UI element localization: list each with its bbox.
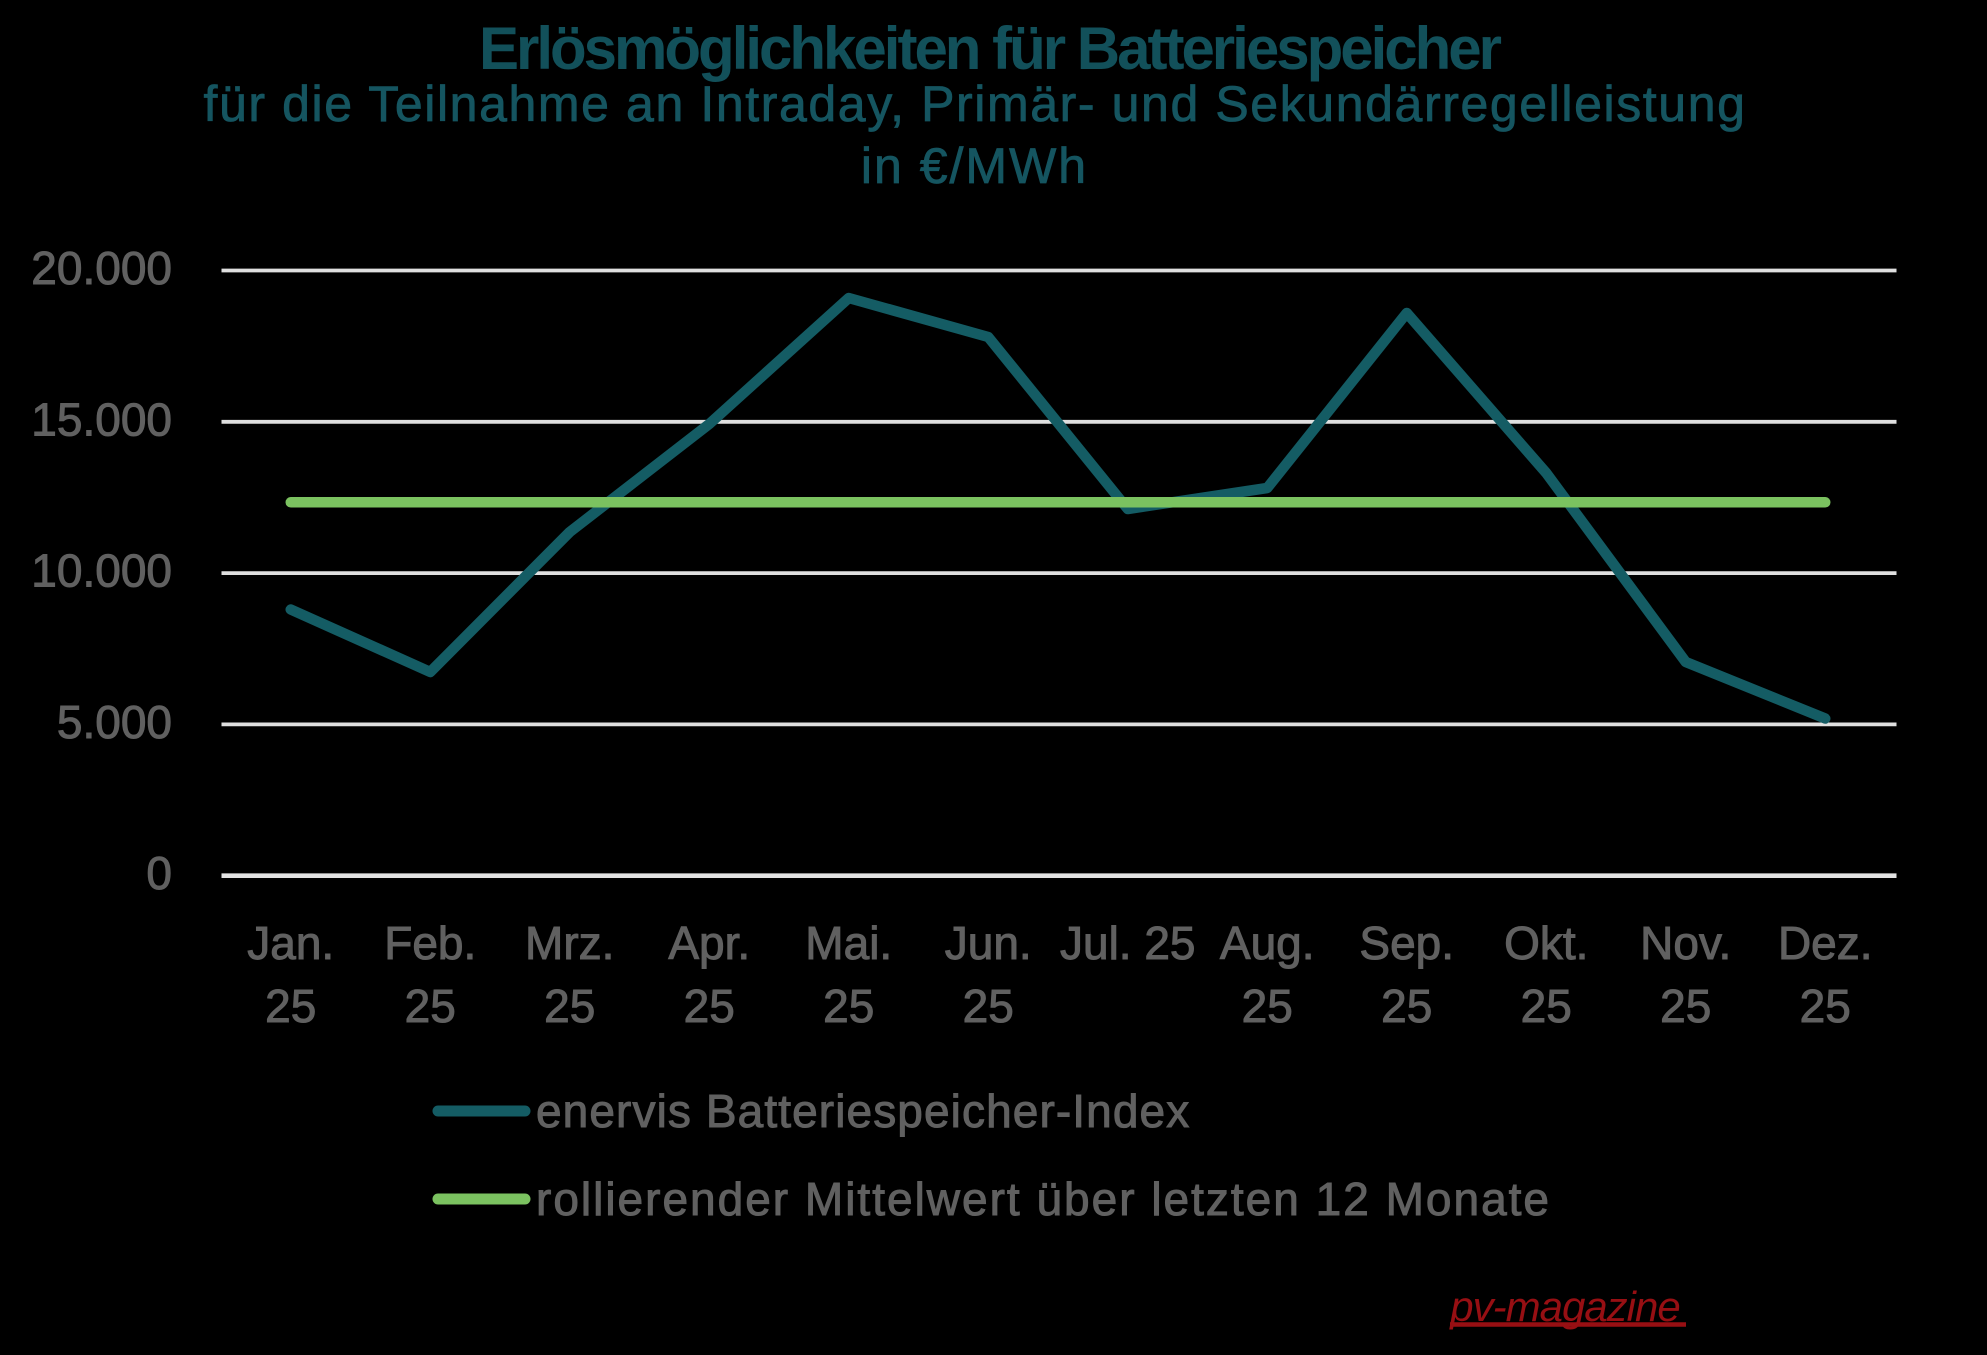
svg-text:Jun.: Jun. [945,917,1032,969]
svg-text:pv-magazine: pv-magazine [1448,1283,1679,1330]
svg-text:rollierender Mittelwert über l: rollierender Mittelwert über letzten 12 … [536,1173,1551,1225]
svg-text:25: 25 [684,980,735,1032]
svg-text:5.000: 5.000 [57,696,172,748]
svg-text:0: 0 [146,847,172,899]
svg-text:Mai.: Mai. [805,917,892,969]
svg-text:Mrz.: Mrz. [525,917,614,969]
svg-text:25: 25 [1242,980,1293,1032]
svg-text:für die Teilnahme an Intraday,: für die Teilnahme an Intraday, Primär- u… [203,76,1746,132]
svg-text:Okt.: Okt. [1504,917,1588,969]
svg-text:25: 25 [1660,980,1711,1032]
svg-text:Sep.: Sep. [1359,917,1454,969]
svg-text:enervis Batteriespeicher-Index: enervis Batteriespeicher-Index [536,1085,1190,1137]
svg-text:Jan.: Jan. [247,917,334,969]
svg-text:Apr.: Apr. [668,917,750,969]
svg-text:Erlösmöglichkeiten für Batteri: Erlösmöglichkeiten für Batteriespeicher [479,15,1502,82]
svg-text:20.000: 20.000 [31,242,172,294]
svg-text:25: 25 [544,980,595,1032]
svg-text:Nov.: Nov. [1640,917,1731,969]
svg-text:25: 25 [1381,980,1432,1032]
svg-text:Jul. 25: Jul. 25 [1060,917,1196,969]
svg-text:25: 25 [405,980,456,1032]
svg-text:15.000: 15.000 [31,393,172,445]
svg-text:Aug.: Aug. [1220,917,1315,969]
svg-text:10.000: 10.000 [31,545,172,597]
svg-text:25: 25 [963,980,1014,1032]
svg-text:25: 25 [265,980,316,1032]
svg-text:25: 25 [1521,980,1572,1032]
svg-text:Feb.: Feb. [384,917,476,969]
svg-text:in €/MWh: in €/MWh [861,138,1088,194]
svg-text:25: 25 [823,980,874,1032]
svg-text:Dez.: Dez. [1778,917,1873,969]
svg-text:25: 25 [1800,980,1851,1032]
